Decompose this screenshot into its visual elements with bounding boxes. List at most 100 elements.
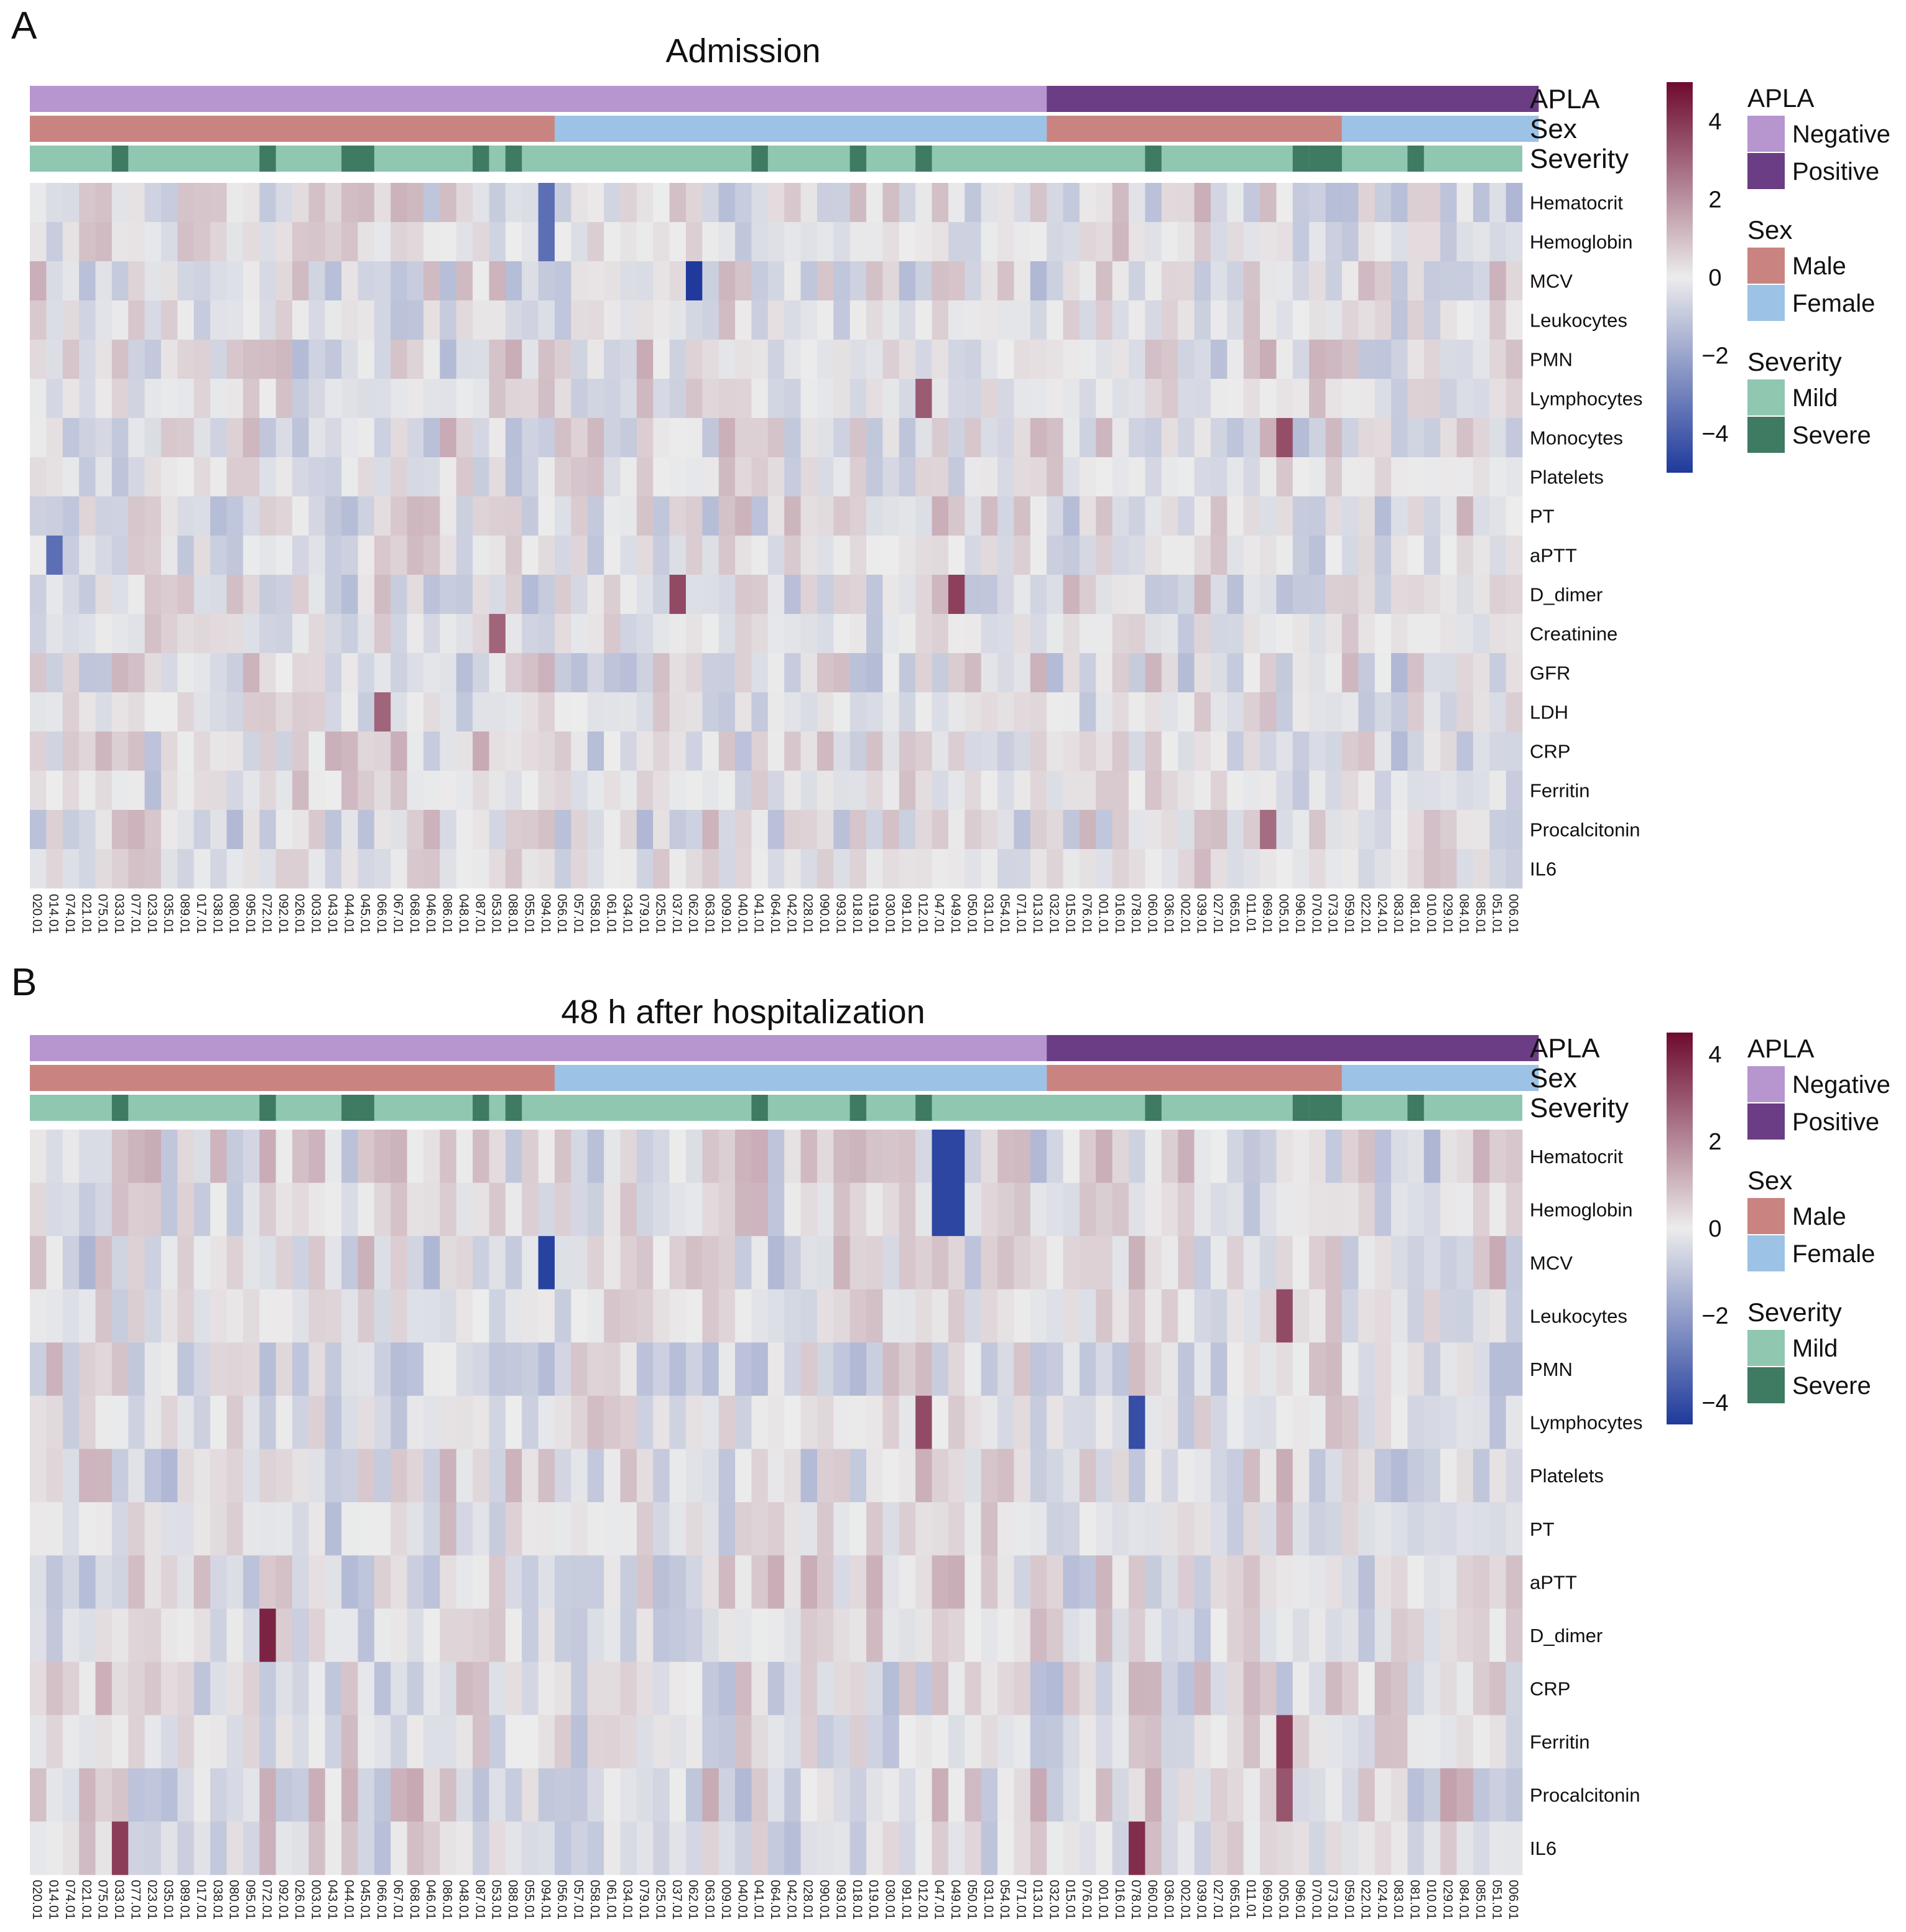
heatmap-cell [177,1502,195,1556]
track-sex-segment [1341,116,1539,142]
heatmap-cell [997,1609,1014,1663]
heatmap-cell [193,457,211,497]
heatmap-cell [210,1130,227,1183]
heatmap-cell [522,261,539,301]
heatmap-cell [473,771,489,810]
heatmap-cell [308,1661,326,1716]
heatmap-cell [62,771,80,810]
heatmap-cell [718,183,736,223]
heatmap-cell [177,379,195,419]
heatmap-cell [1030,1715,1047,1769]
heatmap-cell [1112,261,1129,301]
heatmap-cell [948,1182,965,1237]
heatmap-cell [440,1395,457,1449]
heatmap-cell [325,457,342,497]
heatmap-cell [718,1449,736,1503]
heatmap-cell [1506,1182,1523,1237]
heatmap-cell [177,261,195,301]
track-severity-severe-cell [1407,1095,1424,1121]
heatmap-cell [849,1342,867,1396]
heatmap-cell [1341,1661,1359,1716]
heatmap-cell [1079,1289,1096,1343]
heatmap-cell [160,261,178,301]
heatmap-cell [915,1289,932,1343]
heatmap-cell [899,1555,916,1609]
column-label: 073.01 [1326,894,1340,934]
row-label: MCV [1530,1252,1573,1274]
heatmap-cell [571,1130,588,1183]
heatmap-cell [1079,614,1096,654]
heatmap-cell [538,810,555,850]
heatmap-cell [899,1502,916,1556]
heatmap-cell [751,340,769,379]
heatmap-cell [604,1502,621,1556]
legend-label-positive: Positive [1792,158,1879,185]
heatmap-cell [522,1715,539,1769]
heatmap-cell [95,379,113,419]
heatmap-cell [1423,496,1441,536]
heatmap-cell [784,183,801,223]
heatmap-cell [1210,653,1228,693]
heatmap-cell [1440,1715,1457,1769]
heatmap-cell [1407,1182,1425,1237]
heatmap-cell [275,1182,293,1237]
heatmap-cell [95,1821,113,1875]
heatmap-cell [1358,379,1376,419]
heatmap-cell [226,692,244,732]
column-label: 068.01 [407,894,422,934]
heatmap-cell [456,1395,473,1449]
heatmap-cell [456,1821,473,1875]
heatmap-cell [243,183,260,223]
heatmap-cell [1047,1715,1063,1769]
heatmap-cell [1243,340,1261,379]
heatmap-cell [932,692,949,732]
heatmap-cell [1194,653,1211,693]
heatmap-cell [587,1715,604,1769]
heatmap-cell [46,575,63,615]
heatmap-cell [1227,575,1244,615]
row-label: PT [1530,506,1555,527]
heatmap-cell [1309,1449,1326,1503]
heatmap-cell [1473,771,1490,810]
heatmap-cell [1506,1609,1523,1663]
heatmap-cell [636,1821,654,1875]
heatmap-cell [767,496,785,536]
heatmap-cell [817,340,834,379]
heatmap-cell [751,418,769,458]
heatmap-cell [489,1130,506,1183]
heatmap-cell [243,849,260,889]
heatmap-cell [948,575,965,615]
heatmap-cell [669,614,687,654]
heatmap-cell [30,653,47,693]
heatmap-cell [915,692,932,732]
heatmap-cell [259,1821,277,1875]
heatmap-cell [128,1236,146,1290]
heatmap-cell [1423,1715,1441,1769]
heatmap-cell [358,1236,375,1290]
heatmap-cell [620,1395,637,1449]
heatmap-cell [79,496,96,536]
heatmap-cell [702,653,719,693]
heatmap-cell [374,457,391,497]
heatmap-cell [1506,1502,1523,1556]
heatmap-cell [308,222,326,262]
heatmap-cell [358,1130,375,1183]
heatmap-cell [899,183,916,223]
heatmap-cell [193,261,211,301]
row-label: aPTT [1530,1571,1577,1593]
heatmap-cell [1096,1342,1113,1396]
heatmap-cell [538,731,555,771]
heatmap-cell [1309,810,1326,850]
heatmap-cell [636,1130,654,1183]
heatmap-cell [948,418,965,458]
heatmap-cell [95,1395,113,1449]
heatmap-cell [817,1449,834,1503]
heatmap-cell [1374,536,1392,575]
track-severity-severe-cell [1407,146,1424,172]
heatmap-cell [1210,1130,1228,1183]
heatmap-cell [505,1395,522,1449]
heatmap-cell [669,1236,687,1290]
heatmap-cell [571,536,588,575]
heatmap-cell [243,457,260,497]
heatmap-cell [1358,1609,1376,1663]
